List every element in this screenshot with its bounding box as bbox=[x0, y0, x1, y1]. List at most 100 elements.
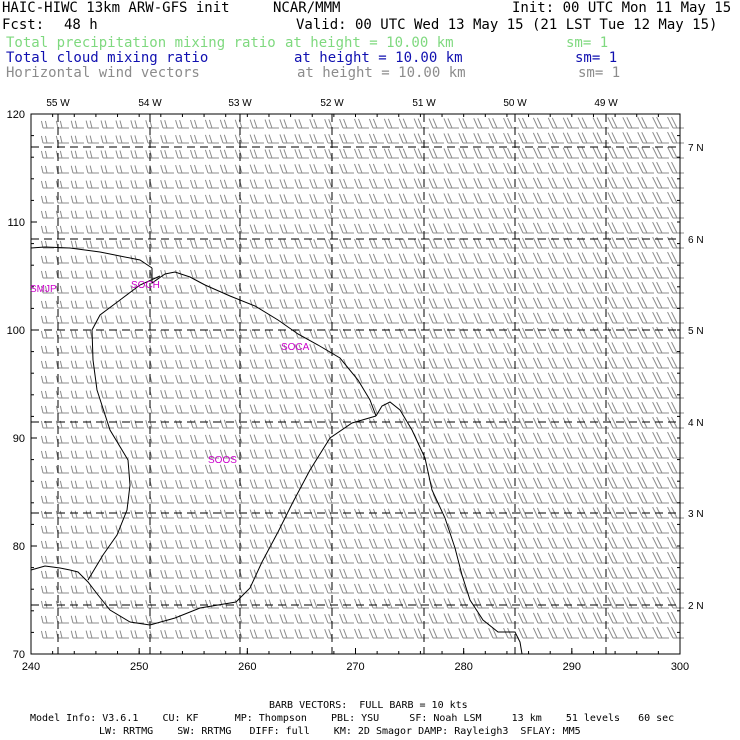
wind-barb bbox=[398, 433, 414, 444]
wind-barb bbox=[354, 598, 369, 609]
wind-barb bbox=[667, 221, 684, 234]
wind-barb bbox=[413, 163, 429, 174]
wind-barb bbox=[145, 540, 159, 549]
wind-barb bbox=[607, 387, 624, 399]
wind-barb bbox=[160, 405, 174, 414]
wind-barb bbox=[309, 404, 324, 414]
wind-barb bbox=[339, 283, 354, 294]
wind-barb bbox=[398, 313, 414, 324]
wind-barb bbox=[100, 555, 114, 564]
wind-barb bbox=[279, 524, 294, 534]
wind-barb bbox=[160, 495, 174, 504]
wind-barb bbox=[383, 598, 399, 609]
wind-barb bbox=[592, 477, 609, 489]
wind-barb bbox=[40, 630, 54, 639]
wind-barb bbox=[473, 358, 489, 369]
wind-barb bbox=[413, 313, 429, 324]
wind-barb bbox=[637, 342, 654, 354]
wind-barb bbox=[652, 341, 669, 354]
wind-barb bbox=[115, 480, 129, 489]
wind-barb bbox=[70, 345, 84, 354]
wind-barb bbox=[428, 628, 444, 639]
wind-barb bbox=[100, 300, 114, 309]
wind-barb bbox=[234, 119, 249, 129]
wind-barb bbox=[190, 524, 204, 534]
wind-barb bbox=[339, 508, 354, 519]
wind-barb bbox=[518, 252, 534, 264]
wind-barb bbox=[503, 282, 519, 294]
wind-barb bbox=[264, 344, 279, 354]
wind-barb bbox=[443, 448, 459, 459]
wind-barb bbox=[383, 583, 399, 594]
wind-barb bbox=[234, 539, 249, 549]
wind-barb bbox=[532, 492, 549, 504]
lon-label: 52 W bbox=[320, 98, 344, 109]
wind-barb bbox=[309, 329, 324, 339]
wind-barb bbox=[383, 268, 399, 279]
wind-barb bbox=[279, 224, 294, 234]
wind-barb bbox=[204, 209, 219, 219]
wind-barb bbox=[368, 223, 384, 234]
wind-barb bbox=[175, 584, 189, 594]
wind-barb bbox=[279, 164, 294, 174]
wind-barb bbox=[294, 374, 309, 384]
wind-barb bbox=[309, 374, 324, 384]
wind-barb bbox=[592, 462, 609, 474]
station-label-soos: SOOS bbox=[208, 455, 237, 466]
wind-barb bbox=[40, 570, 54, 579]
wind-barb bbox=[145, 615, 159, 624]
wind-barb bbox=[518, 372, 534, 384]
wind-barb bbox=[637, 627, 654, 639]
wind-barb bbox=[443, 538, 459, 549]
wind-barb bbox=[279, 404, 294, 414]
wind-barb bbox=[383, 463, 399, 474]
wind-barb bbox=[503, 342, 519, 354]
wind-barb bbox=[413, 538, 429, 549]
wind-barb bbox=[637, 597, 654, 609]
wind-barb bbox=[368, 598, 384, 609]
wind-barb bbox=[383, 568, 399, 579]
wind-barb bbox=[622, 552, 639, 564]
wind-barb bbox=[428, 553, 444, 564]
wind-barb bbox=[398, 583, 414, 594]
wind-barb bbox=[577, 327, 594, 339]
wind-barb bbox=[368, 478, 384, 489]
wind-barb bbox=[264, 479, 279, 489]
wind-barb bbox=[175, 119, 189, 129]
wind-barb bbox=[55, 510, 69, 519]
wind-barb bbox=[279, 434, 294, 444]
wind-barb bbox=[175, 554, 189, 564]
wind-barb bbox=[368, 118, 384, 129]
wind-barb bbox=[652, 431, 669, 444]
wind-barb bbox=[383, 613, 399, 624]
station-label-soch: SOCH bbox=[131, 280, 160, 291]
wind-barb bbox=[488, 192, 504, 204]
wind-barb bbox=[85, 225, 99, 234]
wind-barb bbox=[413, 193, 429, 204]
wind-barb bbox=[667, 401, 684, 414]
wind-barb bbox=[219, 479, 234, 489]
wind-barb bbox=[204, 464, 219, 474]
wind-barb bbox=[324, 283, 339, 294]
wind-barb bbox=[85, 525, 99, 534]
wind-barb bbox=[294, 119, 309, 129]
wind-barb bbox=[100, 375, 114, 384]
wind-barb bbox=[592, 252, 609, 264]
wind-barb bbox=[413, 133, 429, 144]
wind-barb bbox=[354, 283, 369, 294]
wind-barb bbox=[383, 538, 399, 549]
wind-barb bbox=[234, 374, 249, 384]
coast-line bbox=[87, 275, 161, 581]
wind-barb bbox=[458, 433, 474, 444]
wind-barb bbox=[279, 284, 294, 294]
wind-barb bbox=[234, 449, 249, 459]
wind-barb bbox=[115, 210, 129, 219]
wind-barb bbox=[339, 478, 354, 489]
wind-barb bbox=[249, 434, 264, 444]
wind-barb bbox=[652, 446, 669, 459]
wind-barb bbox=[160, 285, 174, 294]
wind-barb bbox=[70, 405, 84, 414]
wind-barb bbox=[518, 582, 534, 594]
wind-barb bbox=[40, 510, 54, 519]
wind-barb bbox=[40, 300, 54, 309]
